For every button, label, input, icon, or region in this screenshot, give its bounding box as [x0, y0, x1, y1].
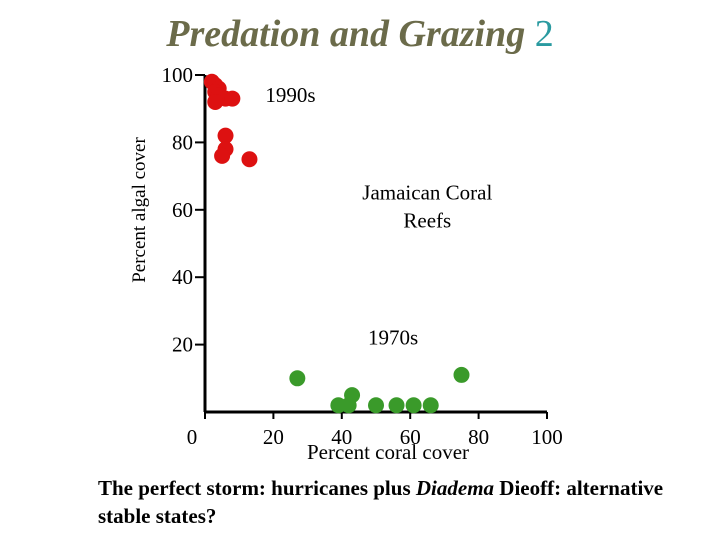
x-tick-label: 60: [400, 425, 421, 449]
title-number: 2: [534, 13, 554, 55]
x-tick-label: 20: [263, 425, 284, 449]
data-point-1990s: [217, 127, 234, 144]
x-tick-label: 100: [531, 425, 563, 449]
x-tick-label: 0: [187, 425, 198, 449]
chart-axes: [203, 75, 547, 414]
chart-annotation: 1990s: [265, 83, 315, 107]
slide-title: Predation and Grazing 2: [0, 12, 720, 56]
y-tick-label: 40: [172, 265, 193, 289]
y-axis-label: Percent algal cover: [129, 137, 150, 283]
chart-ticks: 0 20 40 60 80 100 20 40 60 80 100: [162, 63, 563, 449]
caption-text-2: Dieoff: alternative stable states?: [98, 476, 664, 528]
data-point-1970s: [340, 397, 357, 414]
data-point-1990s: [241, 151, 258, 168]
data-point-1970s: [289, 370, 306, 387]
chart-annotation: Jamaican Coral Reefs: [362, 181, 492, 233]
caption-italic: Diadema: [415, 476, 495, 500]
chart-annotations: 1990s Jamaican Coral Reefs 1970s: [265, 83, 492, 350]
chart-annotation: 1970s: [368, 326, 418, 350]
data-point-1970s: [422, 397, 439, 414]
data-point-1990s: [214, 147, 231, 164]
x-tick-label: 40: [331, 425, 352, 449]
y-tick-label: 60: [172, 198, 193, 222]
data-point-1970s: [388, 397, 405, 414]
y-tick-label: 100: [162, 63, 194, 87]
data-point-1990s: [207, 93, 224, 110]
x-axis-label: Percent coral cover: [307, 440, 469, 464]
chart-points: [203, 73, 470, 414]
data-point-1990s: [224, 90, 241, 107]
data-point-1970s: [368, 397, 384, 414]
data-point-1970s: [405, 397, 422, 414]
title-text: Predation and Grazing: [166, 13, 526, 55]
y-tick-label: 80: [172, 130, 193, 154]
slide-caption: The perfect storm: hurricanes plus Diade…: [98, 474, 698, 530]
data-point-1970s: [453, 366, 470, 383]
caption-text-1: The perfect storm: hurricanes plus: [98, 476, 416, 500]
y-tick-label: 20: [172, 333, 193, 357]
x-tick-label: 80: [468, 425, 489, 449]
